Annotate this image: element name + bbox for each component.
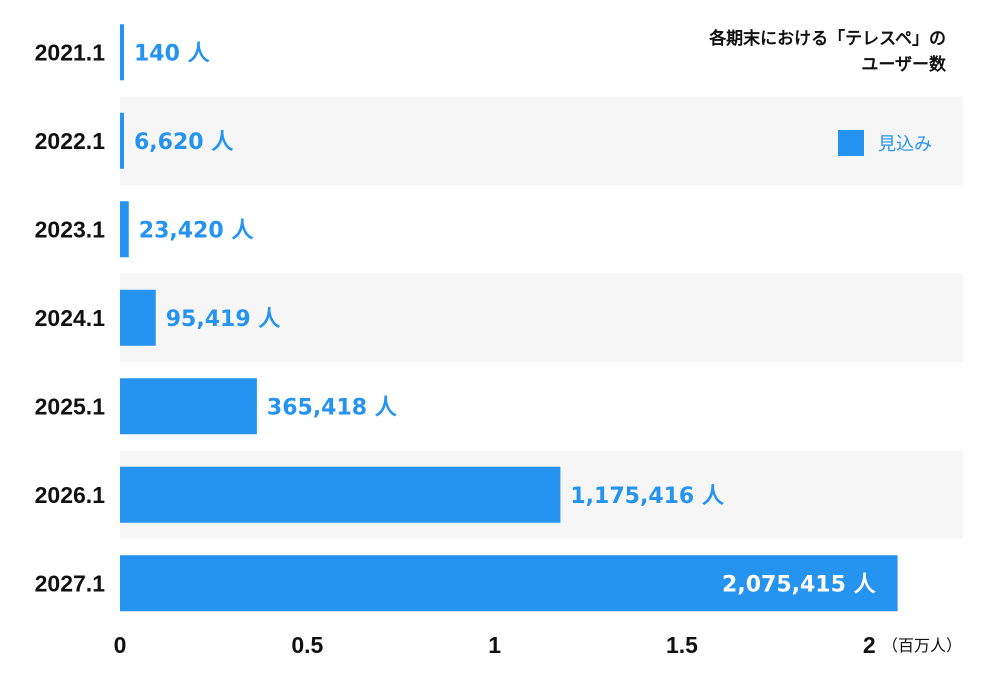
category-label: 2022.1 bbox=[35, 128, 106, 154]
row-bands bbox=[120, 96, 963, 539]
x-tick-label: 1.5 bbox=[666, 632, 698, 658]
category-label: 2023.1 bbox=[35, 216, 106, 242]
legend-label: 見込み bbox=[878, 134, 932, 155]
row-band bbox=[120, 96, 963, 185]
bar-2025.1 bbox=[120, 378, 257, 435]
bar-2024.1 bbox=[120, 289, 156, 346]
bar-2023.1 bbox=[120, 201, 129, 258]
bar-2022.1 bbox=[120, 112, 124, 169]
value-label: 1,175,416 人 bbox=[570, 484, 724, 509]
x-axis-ticks: 0 0.5 1 1.5 2 bbox=[114, 632, 876, 658]
bars-group bbox=[120, 24, 898, 612]
category-label: 2026.1 bbox=[35, 482, 106, 508]
x-tick-label: 1 bbox=[488, 632, 501, 658]
x-tick-label: 0 bbox=[114, 632, 127, 658]
chart-title-line-1: 各期末における「テレスペ」の bbox=[708, 28, 946, 49]
legend: 見込み bbox=[838, 130, 932, 156]
value-label: 2,075,415 人 bbox=[722, 572, 876, 597]
bar-2027.1 bbox=[120, 555, 898, 612]
value-label: 23,420 人 bbox=[139, 218, 254, 243]
category-labels: 2021.1 2022.1 2023.1 2024.1 2025.1 2026.1 2027… bbox=[35, 39, 106, 596]
value-label: 6,620 人 bbox=[134, 130, 233, 155]
value-label: 140 人 bbox=[134, 41, 210, 66]
category-label: 2021.1 bbox=[35, 39, 106, 65]
chart-title-line-2: ユーザー数 bbox=[861, 54, 947, 75]
category-label: 2025.1 bbox=[35, 393, 106, 419]
value-labels: 140 人 6,620 人 23,420 人 95,419 人 365,418 人 1,1… bbox=[134, 41, 876, 597]
category-label: 2024.1 bbox=[35, 305, 106, 331]
category-label: 2027.1 bbox=[35, 570, 106, 596]
x-tick-label: 0.5 bbox=[291, 632, 323, 658]
value-label: 95,419 人 bbox=[166, 307, 281, 332]
legend-swatch bbox=[838, 130, 864, 156]
row-band bbox=[120, 273, 963, 362]
bar-2026.1 bbox=[120, 466, 561, 523]
bar-2021.1 bbox=[120, 24, 124, 81]
x-tick-label: 2 bbox=[863, 632, 876, 658]
x-axis-unit: （百万人） bbox=[882, 636, 962, 655]
value-label: 365,418 人 bbox=[267, 395, 397, 420]
